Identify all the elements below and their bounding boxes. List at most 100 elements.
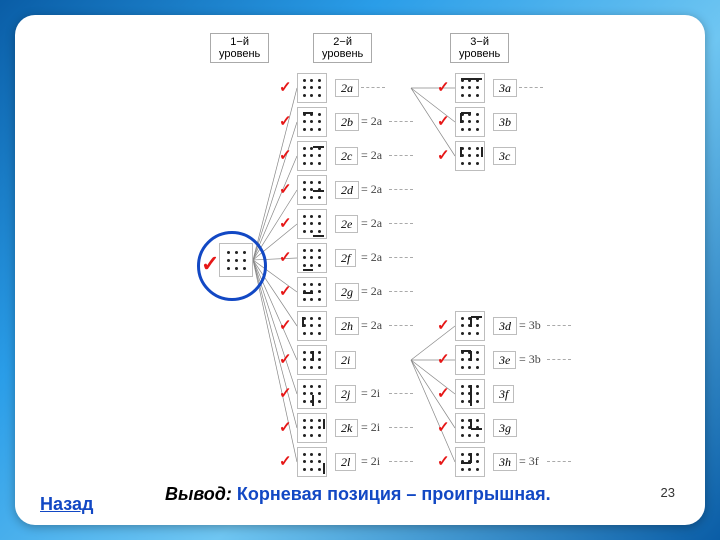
continuation-dash (389, 121, 413, 122)
check-icon: ✓ (437, 316, 450, 334)
check-icon: ✓ (279, 384, 292, 402)
equiv-text: = 2a (361, 115, 382, 127)
state-label: 2b (335, 113, 359, 131)
equiv-text: = 2a (361, 149, 382, 161)
check-icon: ✓ (437, 146, 450, 164)
continuation-dash (389, 393, 413, 394)
check-icon: ✓ (279, 180, 292, 198)
level-header-1: 1−йуровень (210, 33, 269, 63)
dot-board (455, 311, 485, 341)
continuation-dash (547, 359, 571, 360)
equiv-text: = 3b (519, 353, 541, 365)
dot-board (297, 379, 327, 409)
state-label: 2i (335, 351, 356, 369)
state-label: 3h (493, 453, 517, 471)
check-icon: ✓ (279, 316, 292, 334)
equiv-text: = 2a (361, 319, 382, 331)
equiv-text: = 3b (519, 319, 541, 331)
equiv-text: = 2a (361, 183, 382, 195)
dot-board (297, 345, 327, 375)
equiv-text: = 2a (361, 251, 382, 263)
dot-board (455, 447, 485, 477)
state-label: 2h (335, 317, 359, 335)
continuation-dash (361, 87, 385, 88)
dot-board (455, 379, 485, 409)
check-icon: ✓ (437, 384, 450, 402)
continuation-dash (389, 155, 413, 156)
dot-board (455, 413, 485, 443)
continuation-dash (547, 325, 571, 326)
root-checkmark-icon: ✓ (201, 251, 219, 277)
diagram-stage: ✓ Назад Вывод: Корневая позиция – проигр… (15, 15, 705, 525)
check-icon: ✓ (437, 350, 450, 368)
check-icon: ✓ (279, 146, 292, 164)
check-icon: ✓ (437, 452, 450, 470)
dot-board (297, 277, 327, 307)
state-label: 2f (335, 249, 356, 267)
check-icon: ✓ (279, 248, 292, 266)
state-label: 2k (335, 419, 358, 437)
check-icon: ✓ (279, 214, 292, 232)
check-icon: ✓ (279, 452, 292, 470)
slide-card: ✓ Назад Вывод: Корневая позиция – проигр… (15, 15, 705, 525)
dot-board (297, 311, 327, 341)
equiv-text: = 2i (361, 387, 380, 399)
conclusion-text: Вывод: Корневая позиция – проигрышная. (165, 484, 551, 505)
state-label: 3a (493, 79, 517, 97)
check-icon: ✓ (437, 418, 450, 436)
dot-board (455, 73, 485, 103)
state-label: 2a (335, 79, 359, 97)
continuation-dash (389, 189, 413, 190)
continuation-dash (519, 87, 543, 88)
continuation-dash (389, 257, 413, 258)
conclusion-body: Корневая позиция – проигрышная. (232, 484, 551, 504)
check-icon: ✓ (279, 78, 292, 96)
dot-board (297, 447, 327, 477)
equiv-text: = 2i (361, 455, 380, 467)
equiv-text: = 3f (519, 455, 539, 467)
check-icon: ✓ (279, 112, 292, 130)
check-icon: ✓ (279, 350, 292, 368)
equiv-text: = 2i (361, 421, 380, 433)
page-number: 23 (661, 485, 675, 500)
level-header-3: 3−йуровень (450, 33, 509, 63)
back-link[interactable]: Назад (40, 494, 93, 515)
state-label: 3c (493, 147, 516, 165)
check-icon: ✓ (279, 282, 292, 300)
state-label: 3d (493, 317, 517, 335)
continuation-dash (389, 223, 413, 224)
dot-board (297, 175, 327, 205)
continuation-dash (547, 461, 571, 462)
dot-board (297, 209, 327, 239)
continuation-dash (389, 461, 413, 462)
continuation-dash (389, 427, 413, 428)
equiv-text: = 2a (361, 217, 382, 229)
state-label: 3e (493, 351, 516, 369)
state-label: 2j (335, 385, 356, 403)
state-label: 3f (493, 385, 514, 403)
dot-board (297, 73, 327, 103)
state-label: 3g (493, 419, 517, 437)
check-icon: ✓ (437, 78, 450, 96)
continuation-dash (389, 325, 413, 326)
state-label: 2e (335, 215, 358, 233)
dot-board (455, 345, 485, 375)
state-label: 3b (493, 113, 517, 131)
dot-board (297, 107, 327, 137)
equiv-text: = 2a (361, 285, 382, 297)
dot-board (219, 243, 253, 277)
connector-lines (15, 15, 705, 525)
state-label: 2d (335, 181, 359, 199)
state-label: 2l (335, 453, 356, 471)
state-label: 2c (335, 147, 358, 165)
dot-board (297, 243, 327, 273)
dot-board (297, 413, 327, 443)
check-icon: ✓ (437, 112, 450, 130)
level-header-2: 2−йуровень (313, 33, 372, 63)
state-label: 2g (335, 283, 359, 301)
dot-board (297, 141, 327, 171)
conclusion-lead: Вывод: (165, 484, 232, 504)
continuation-dash (389, 291, 413, 292)
dot-board (455, 107, 485, 137)
dot-board (455, 141, 485, 171)
